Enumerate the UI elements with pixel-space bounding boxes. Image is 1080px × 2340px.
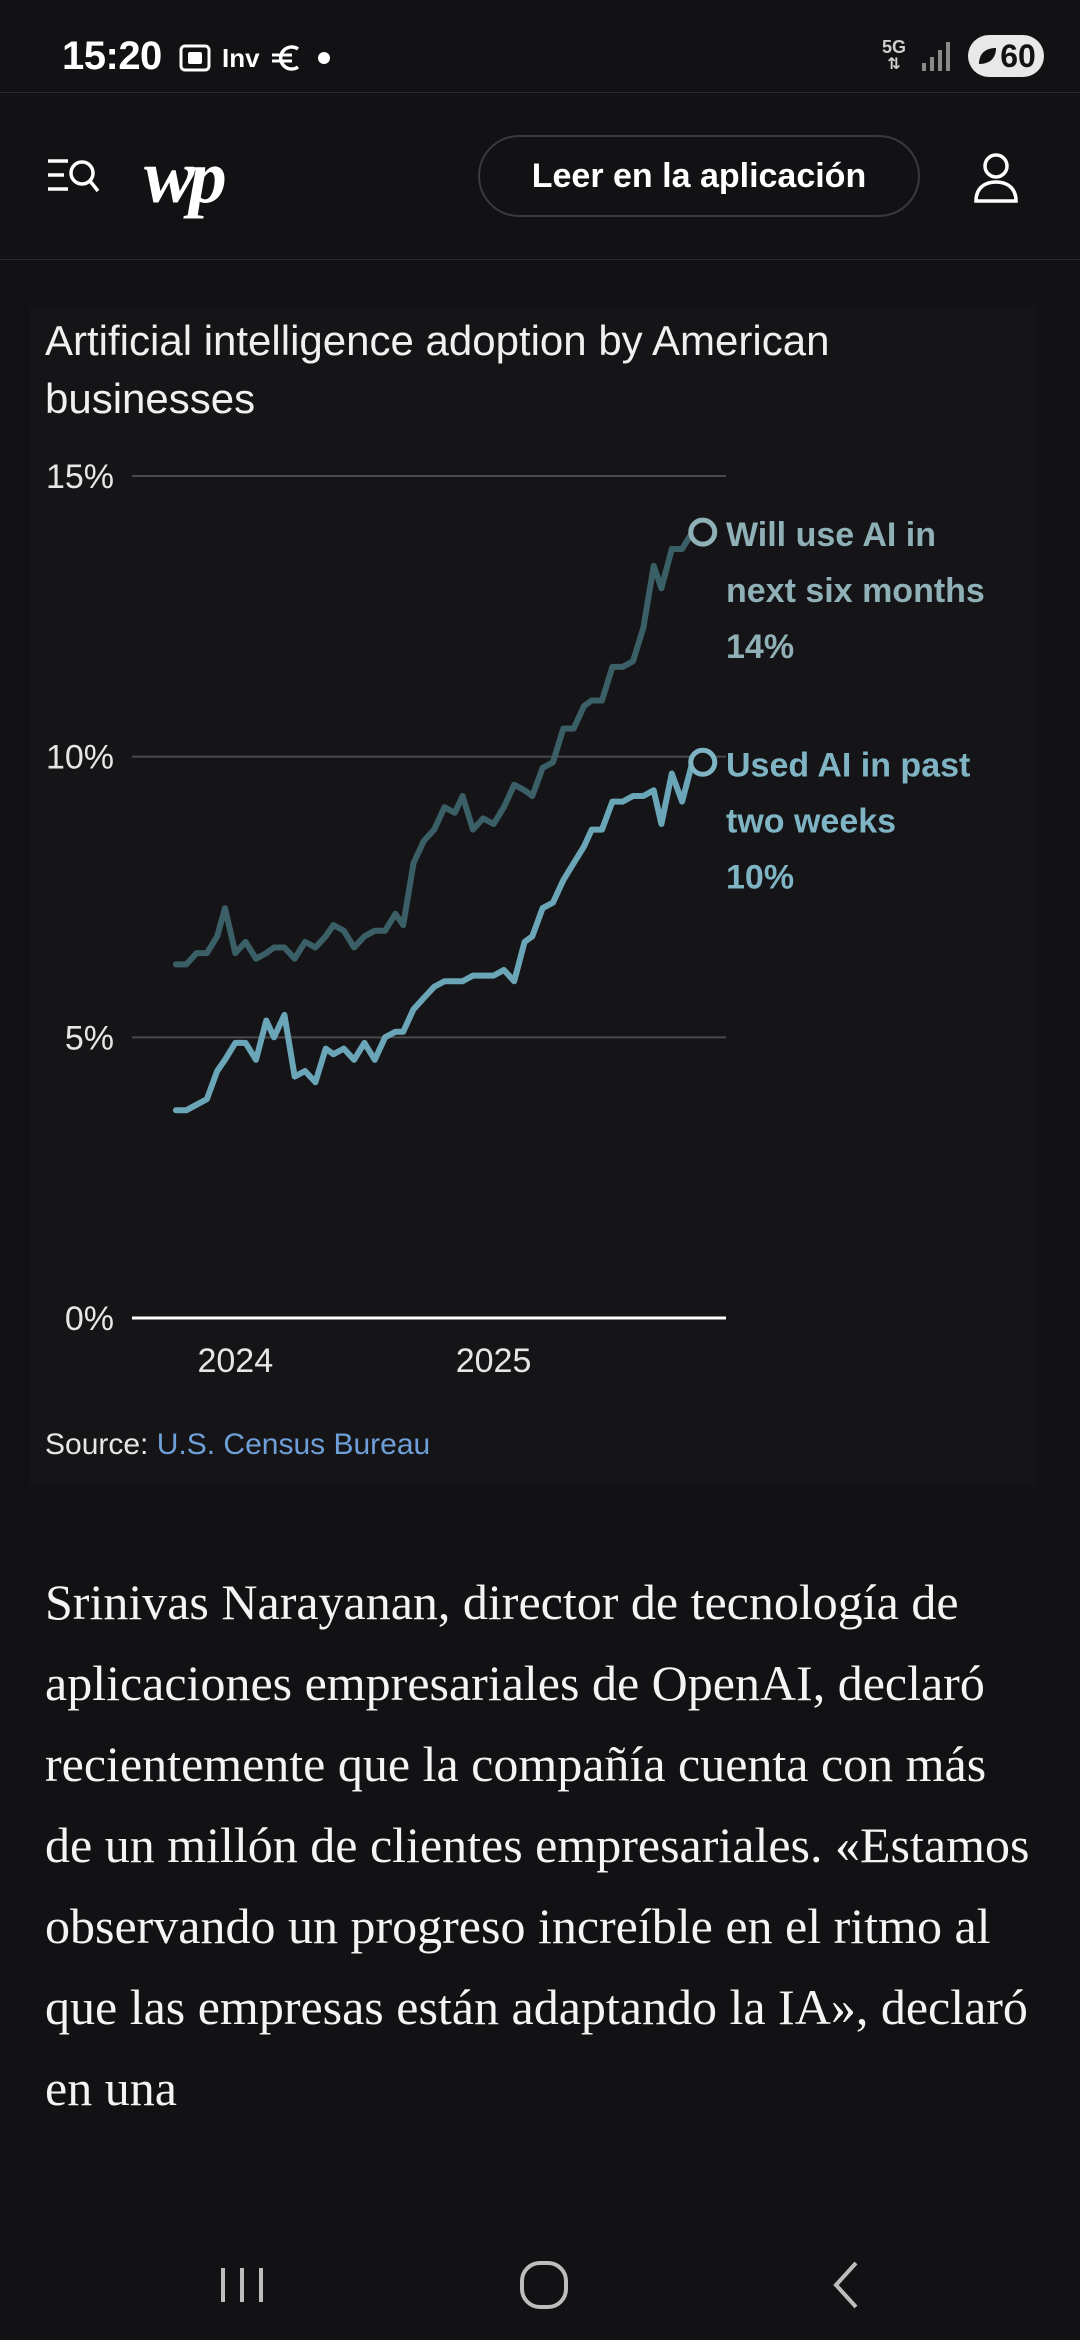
user-icon[interactable] <box>972 151 1020 205</box>
chart-source: Source: U.S. Census Bureau <box>45 1428 430 1462</box>
series-line <box>172 529 706 968</box>
leaf-icon <box>979 48 997 64</box>
y-tick-label: 0% <box>65 1300 114 1338</box>
back-icon <box>833 2261 858 2309</box>
network-5g-icon: 5G ⇅ <box>881 37 906 73</box>
status-bar: 15:20 Inv 5G ⇅ 60 <box>0 0 1080 92</box>
menu-search-icon[interactable] <box>46 155 100 199</box>
recent-apps-button[interactable] <box>182 2240 302 2330</box>
notif-inv-text: Inv <box>222 42 260 73</box>
x-tick-label: 2025 <box>456 1342 532 1380</box>
x-tick-label: 2024 <box>197 1342 273 1380</box>
source-prefix: Source: <box>45 1428 157 1461</box>
series-label: Used AI in past <box>726 746 970 784</box>
source-link[interactable]: U.S. Census Bureau <box>156 1428 431 1461</box>
series-label: two weeks <box>726 802 896 840</box>
home-icon <box>520 2261 568 2309</box>
system-icons: 5G ⇅ 60 <box>882 34 1044 78</box>
dot-icon <box>317 52 330 64</box>
signal-icon <box>922 42 950 71</box>
battery-level: 60 <box>1000 37 1036 74</box>
screenshot-icon <box>179 44 211 72</box>
y-tick-label: 5% <box>65 1019 114 1057</box>
line-chart: 15% 10% 5% 0% 2024 2025 Will use AI in next six… <box>46 458 985 1380</box>
article-paragraph: Srinivas Narayanan, director de tecnolog… <box>45 1574 1030 2116</box>
euro-icon <box>271 45 299 71</box>
chart-card <box>30 306 1035 1486</box>
status-time: 15:20 <box>62 34 162 78</box>
back-button[interactable] <box>786 2240 906 2330</box>
battery-icon: 60 <box>968 35 1044 77</box>
home-button[interactable] <box>484 2240 604 2330</box>
series-end-value: 10% <box>726 858 794 896</box>
wp-logo[interactable]: wp <box>144 135 227 219</box>
y-tick-label: 10% <box>46 739 114 777</box>
series-label: Will use AI in <box>726 516 936 554</box>
series-end-marker <box>688 747 718 777</box>
series-label: next six months <box>726 572 985 610</box>
series-end-marker <box>688 517 718 547</box>
system-nav-bar <box>0 2220 1080 2340</box>
site-header: wp Leer en la aplicación <box>0 92 1080 260</box>
series-end-value: 14% <box>726 628 794 666</box>
y-tick-label: 15% <box>46 458 114 496</box>
notification-icons: Inv <box>178 38 334 78</box>
chart-title: Artificial intelligence adoption by Amer… <box>45 317 830 422</box>
recent-apps-icon <box>221 2268 263 2302</box>
open-in-app-button[interactable]: Leer en la aplicación <box>478 135 920 217</box>
series-line <box>172 759 706 1114</box>
